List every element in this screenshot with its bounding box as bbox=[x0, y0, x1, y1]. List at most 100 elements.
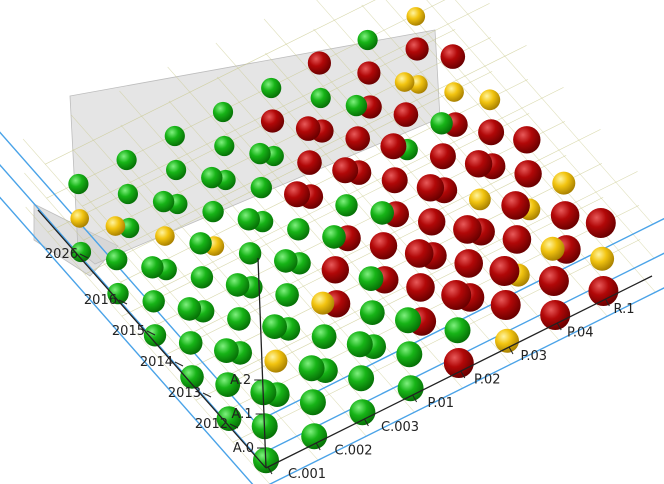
sphere-green-A.1-C.003-2014 bbox=[275, 283, 299, 307]
sphere-green-A.2-C.002-2026 bbox=[116, 149, 137, 171]
layer-2-depth-line bbox=[45, 0, 376, 165]
x-tick-label: P.03 bbox=[521, 349, 548, 364]
x-tick-label: C.002 bbox=[335, 443, 373, 458]
z-axis-line bbox=[257, 257, 267, 469]
y-tick-label: 2015 bbox=[112, 324, 145, 339]
sphere-green-A.1-C.002-2014 bbox=[227, 307, 251, 331]
sphere-red-A.1-P.04-2015 bbox=[429, 143, 456, 170]
sphere-yellow-A.2-P.04-2012 bbox=[540, 236, 565, 261]
sphere-green-A.0-C.001-2013 bbox=[216, 406, 242, 431]
sphere-red-A.1-R.1-2015 bbox=[478, 119, 505, 146]
x-axis-line bbox=[265, 275, 653, 469]
x-tick-label: P.02 bbox=[474, 373, 501, 388]
sphere-red-A.1-R.1-2026 bbox=[405, 37, 429, 61]
sphere-red-A.1-P.02-2013 bbox=[406, 273, 435, 302]
layer-1-column-line bbox=[120, 124, 366, 403]
layer-2-depth-line bbox=[119, 45, 527, 249]
sphere-red-A.1-P.04-2016 bbox=[393, 102, 419, 127]
layer-1-edge-line bbox=[256, 252, 664, 457]
sphere-red-A.1-P.03-2012 bbox=[490, 290, 521, 320]
data-spheres bbox=[68, 7, 619, 474]
layer-1-column-line bbox=[168, 100, 414, 379]
layer-2-column-line bbox=[454, 0, 654, 225]
layer-1-column-line bbox=[24, 172, 269, 451]
y-tick-label: 2016 bbox=[84, 293, 117, 308]
sphere-green-A.1-C.001-2014 bbox=[178, 331, 203, 355]
x-tick-label: C.001 bbox=[288, 467, 326, 482]
sphere-green-A.2-P.01-2026 bbox=[212, 101, 234, 123]
sphere-yellow-A.1-R.1-2012 bbox=[590, 246, 615, 271]
sphere-green-A.2-P.01-2014 bbox=[322, 225, 346, 249]
x-tick-mark bbox=[460, 370, 466, 379]
sphere-green-A.0-C.001-2016 bbox=[107, 282, 129, 305]
sphere-red-A.1-P.02-2016 bbox=[297, 150, 322, 175]
sphere-red-A.1-P.04-2026 bbox=[357, 61, 381, 85]
sphere-green-A.2-C.001-2015 bbox=[141, 256, 164, 279]
sphere-green-A.2-C.002-2012 bbox=[298, 355, 325, 382]
sphere-green-A.2-C.002-2013 bbox=[262, 314, 287, 339]
sphere-green-A.2-P.02-2026 bbox=[261, 77, 282, 99]
z-tick-label: A.1 bbox=[232, 407, 253, 422]
sphere-yellow-A.1-C.002-2016 bbox=[155, 226, 175, 246]
sphere-green-A.2-C.003-2012 bbox=[346, 331, 373, 358]
layer-2-column-line bbox=[71, 114, 316, 393]
sphere-green-A.2-P.04-2026 bbox=[357, 29, 378, 51]
layer-0-edge-line bbox=[268, 287, 664, 484]
layer-2-column-line bbox=[167, 66, 413, 345]
x-tick-mark bbox=[315, 442, 321, 451]
sphere-red-A.2-P.03-2013 bbox=[453, 215, 482, 244]
sphere-green-A.2-C.003-2026 bbox=[164, 125, 185, 147]
y-tick-mark bbox=[174, 361, 184, 367]
sphere-green-A.2-P.04-2015 bbox=[430, 112, 453, 135]
sphere-green-A.2-C.001-2013 bbox=[214, 338, 239, 363]
sphere-red-A.2-P.01-2015 bbox=[284, 181, 310, 208]
y-tick-mark bbox=[202, 392, 212, 398]
sphere-green-A.1-C.001-2016 bbox=[106, 248, 128, 271]
sphere-yellow-A.1-C.001-2026 bbox=[70, 209, 89, 228]
sphere-green-A.0-C.001-2015 bbox=[143, 324, 167, 347]
sphere-green-A.0-C.002-2012 bbox=[301, 423, 328, 450]
layer-0-column-line bbox=[25, 206, 271, 484]
sphere-green-A.1-C.002-2026 bbox=[117, 183, 138, 205]
sphere-green-A.2-P.01-2016 bbox=[249, 142, 271, 165]
x-tick-label: R.1 bbox=[614, 302, 635, 317]
sphere-green-A.1-P.01-2016 bbox=[250, 176, 272, 199]
y-tick-mark bbox=[118, 299, 128, 305]
x-tick-label: P.01 bbox=[428, 396, 455, 411]
sphere-green-A.2-P.03-2016 bbox=[345, 94, 368, 117]
layer-0-side-line bbox=[0, 196, 254, 484]
sphere-yellow-A.2-C.003-2013 bbox=[311, 291, 335, 315]
sphere-red-A.2-P.02-2012 bbox=[441, 280, 472, 310]
sphere-red-A.1-P.03-2014 bbox=[418, 208, 446, 236]
sphere-red-A.1-P.04-2013 bbox=[502, 225, 532, 254]
sphere-red-A.2-P.02-2013 bbox=[404, 239, 434, 268]
layer-2-depth-line bbox=[82, 3, 490, 207]
z-tick-label: A.0 bbox=[233, 441, 254, 456]
x-tick-mark bbox=[556, 322, 562, 331]
sphere-yellow-A.1-P.04-2014 bbox=[469, 188, 491, 211]
sphere-yellow-A.2-P.04-2016 bbox=[394, 72, 415, 92]
x-tick-mark bbox=[412, 394, 418, 403]
sphere-yellow-A.2-R.1-2026 bbox=[406, 7, 426, 26]
sphere-red-A.1-P.03-2016 bbox=[345, 126, 371, 151]
sphere-green-A.1-P.02-2015 bbox=[335, 194, 358, 217]
sphere-green-A.1-C.003-2012 bbox=[348, 365, 375, 392]
sphere-green-A.0-C.001-2014 bbox=[180, 365, 204, 389]
sphere-red-A.1-P.02-2026 bbox=[260, 109, 285, 133]
y-tick-mark bbox=[79, 253, 89, 259]
y-tick-label: 2013 bbox=[168, 386, 201, 401]
sphere-yellow-A.0-P.03-2012 bbox=[495, 328, 519, 353]
x-tick-label: C.003 bbox=[381, 420, 419, 435]
y-tick-label: 2026 bbox=[45, 247, 78, 262]
sphere-green-A.1-C.001-2015 bbox=[142, 290, 165, 313]
sphere-green-A.1-C.003-2016 bbox=[202, 200, 224, 223]
y-tick-label: 2014 bbox=[140, 355, 173, 370]
sphere-green-A.2-C.002-2015 bbox=[189, 232, 212, 255]
sphere-red-A.2-P.04-2014 bbox=[464, 150, 493, 178]
sphere-red-A.2-R.1-2016 bbox=[440, 44, 466, 69]
sphere-red-A.1-P.01-2014 bbox=[321, 256, 349, 284]
layer-2-edge-line bbox=[254, 217, 664, 423]
sphere-yellow-A.2-C.001-2016 bbox=[105, 216, 126, 236]
